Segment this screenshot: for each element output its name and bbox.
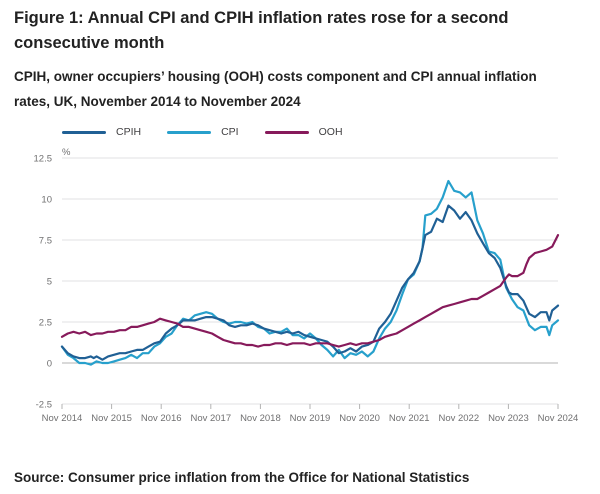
y-tick-label: 7.5 <box>39 236 52 247</box>
series-layer <box>60 179 560 366</box>
x-tick-label: Nov 2023 <box>488 413 529 424</box>
legend-label-ooh: OOH <box>318 126 343 138</box>
legend-label-cpih: CPIH <box>116 126 142 138</box>
x-tick-label: Nov 2021 <box>389 413 430 424</box>
legend-swatch-cpih <box>62 130 106 134</box>
series-line-cpih <box>60 204 560 361</box>
source-note: Source: Consumer price inflation from th… <box>14 470 470 485</box>
legend-item-cpi: CPI <box>167 126 239 138</box>
y-tick-label: 0 <box>47 359 52 370</box>
y-tick-label: 2.5 <box>39 318 52 329</box>
series-line-ooh <box>60 234 560 348</box>
grid-layer <box>62 157 558 405</box>
x-tick-label: Nov 2015 <box>91 413 132 424</box>
x-tick-label: Nov 2014 <box>42 413 83 424</box>
legend-label-cpi: CPI <box>221 126 239 138</box>
line-chart: -2.5 0 2.5 5 7.5 10 12.5 Nov 2014 Nov 2015 Nov 20… <box>34 147 579 425</box>
y-tick-label: -2.5 <box>36 400 52 411</box>
legend-swatch-ooh <box>264 130 309 134</box>
figure-subtitle: CPIH, owner occupiers’ housing (OOH) cos… <box>14 69 537 109</box>
x-tick-label: Nov 2022 <box>438 413 479 424</box>
figure-title: Figure 1: Annual CPI and CPIH inflation … <box>14 9 509 52</box>
x-tick-label: Nov 2024 <box>538 413 579 424</box>
legend-swatch-cpi <box>167 130 212 134</box>
x-tick-label: Nov 2016 <box>141 413 182 424</box>
y-tick-label: 10 <box>41 195 52 206</box>
x-tick-label: Nov 2020 <box>339 413 380 424</box>
x-tick-label: Nov 2017 <box>190 413 231 424</box>
axis-layer: -2.5 0 2.5 5 7.5 10 12.5 Nov 2014 Nov 2015 Nov 20… <box>34 154 579 425</box>
legend-item-cpih: CPIH <box>62 126 141 138</box>
y-axis-unit-label: % <box>62 147 71 158</box>
x-tick-label: Nov 2019 <box>290 413 331 424</box>
x-tick-label: Nov 2018 <box>240 413 281 424</box>
y-tick-label: 5 <box>47 277 52 288</box>
legend-item-ooh: OOH <box>264 126 343 138</box>
y-tick-label: 12.5 <box>34 154 53 165</box>
chart-legend: CPIH CPI OOH <box>62 124 369 140</box>
